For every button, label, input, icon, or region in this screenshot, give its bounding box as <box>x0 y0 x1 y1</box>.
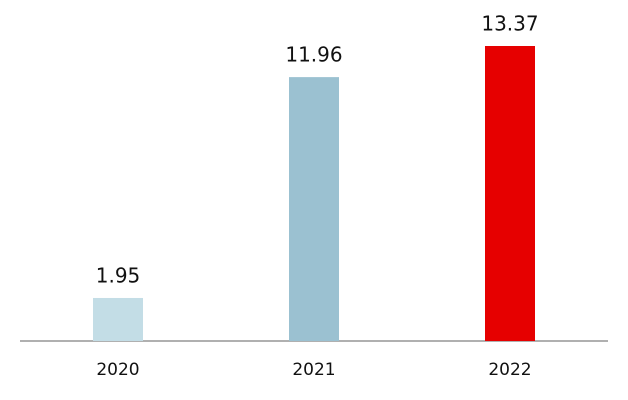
x-tick-label: 2020 <box>96 360 139 380</box>
bar <box>485 46 535 341</box>
x-tick-label: 2022 <box>488 360 531 380</box>
value-label: 13.37 <box>481 12 538 36</box>
bar <box>93 297 143 341</box>
value-label: 11.96 <box>285 43 342 67</box>
bar <box>289 77 339 342</box>
x-tick-label: 2021 <box>292 360 335 380</box>
value-label: 1.95 <box>96 263 141 287</box>
